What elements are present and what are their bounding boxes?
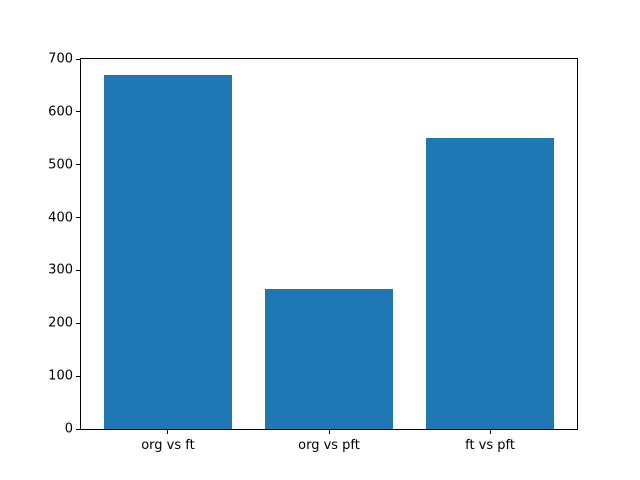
y-tick-label: 0 <box>64 421 73 437</box>
x-tick-label: org vs pft <box>298 438 360 453</box>
y-tick-label: 400 <box>48 210 73 226</box>
x-tick <box>489 430 491 434</box>
x-tick-label: org vs ft <box>141 438 195 453</box>
bar-ft-vs-pft <box>425 138 555 429</box>
y-tick <box>76 111 80 113</box>
y-tick-label: 700 <box>48 51 73 67</box>
plot-area: 0 100 200 300 400 500 600 700 org vs ft org vs pf… <box>48 53 578 453</box>
y-tick-label: 300 <box>48 262 73 278</box>
bar-org-vs-pft <box>264 288 394 429</box>
y-tick <box>76 217 80 219</box>
y-tick <box>76 428 80 430</box>
y-tick <box>76 322 80 324</box>
x-tick-label: ft vs pft <box>465 438 515 453</box>
y-tick-label: 200 <box>48 315 73 331</box>
y-tick-label: 600 <box>48 104 73 120</box>
x-tick <box>167 430 169 434</box>
y-tick <box>76 375 80 377</box>
x-tick <box>328 430 330 434</box>
y-tick <box>76 58 80 60</box>
y-tick <box>76 164 80 166</box>
bar-org-vs-ft <box>103 74 233 429</box>
y-tick-label: 100 <box>48 368 73 384</box>
y-tick-label: 500 <box>48 157 73 173</box>
y-tick <box>76 269 80 271</box>
